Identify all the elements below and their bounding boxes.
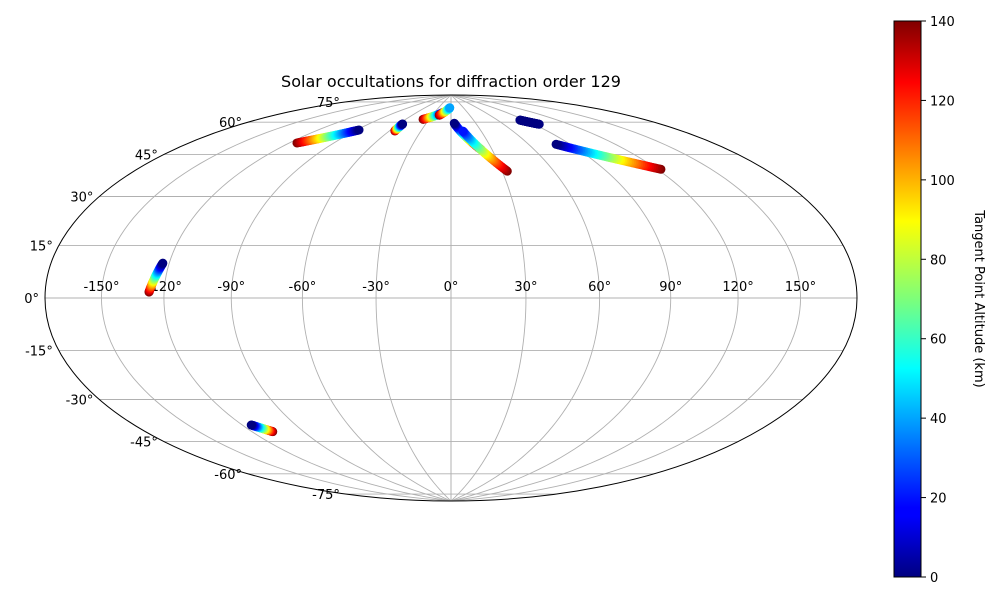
occultation-point [445,103,455,113]
colorbar-label: Tangent Point Altitude (km) [971,209,986,387]
latitude-tick-label: 0° [24,292,39,307]
colorbar-tick-label: 60 [930,333,947,348]
longitude-tick-label: 30° [514,280,537,295]
longitude-tick-label: 150° [785,280,816,295]
latitude-tick-label: 75° [317,96,340,111]
latitude-tick-label: -60° [214,468,242,483]
chart-title: Solar occultations for diffraction order… [281,72,621,91]
colorbar-tick-label: 40 [930,412,947,427]
occultation-point [534,119,544,129]
map-boundary [44,94,858,502]
colorbar-tick-label: 80 [930,253,947,268]
latitude-tick-label: -45° [130,436,158,451]
latitude-tick-label: 45° [135,148,158,163]
occultation-points [144,103,666,437]
latitude-tick-label: 30° [70,191,93,206]
occultation-point [551,139,561,149]
longitude-tick-label: 90° [659,280,682,295]
longitude-tick-label: -90° [217,280,245,295]
colorbar-tick-label: 140 [930,15,955,30]
colorbar-tick-label: 20 [930,492,947,507]
longitude-tick-label: -30° [362,280,390,295]
longitude-tick-labels: -150° -120° -90° -60° -30° 0° 30° 60° 90° 120° 150… [83,280,816,295]
latitude-tick-labels: 75° 60° 45° 30° 15° 0° -15° -30° -45° -60° -75° [24,96,340,503]
latitude-tick-label: -75° [312,488,340,503]
longitude-tick-label: -150° [83,280,119,295]
colorbar-tick-label: 0 [930,571,938,586]
longitude-tick-label: 60° [588,280,611,295]
latitude-tick-label: 60° [219,116,242,131]
occultation-point [158,258,168,268]
colorbar-tick-label: 120 [930,94,955,109]
longitude-tick-label: 0° [444,280,459,295]
colorbar [893,20,922,578]
occultation-point [246,420,256,430]
occultation-point [398,119,408,129]
colorbar-tick-label: 100 [930,174,955,189]
occultation-point [449,118,459,128]
latitude-tick-label: -30° [66,394,94,409]
occultation-point [458,126,468,136]
longitude-tick-label: -60° [289,280,317,295]
occultation-point [354,125,364,135]
latitude-tick-label: -15° [25,345,53,360]
map-grid [45,95,857,501]
longitude-tick-label: 120° [722,280,753,295]
latitude-tick-label: 15° [30,239,53,254]
colorbar-ticks: 0 20 40 60 80 100 120 140 [921,15,955,586]
